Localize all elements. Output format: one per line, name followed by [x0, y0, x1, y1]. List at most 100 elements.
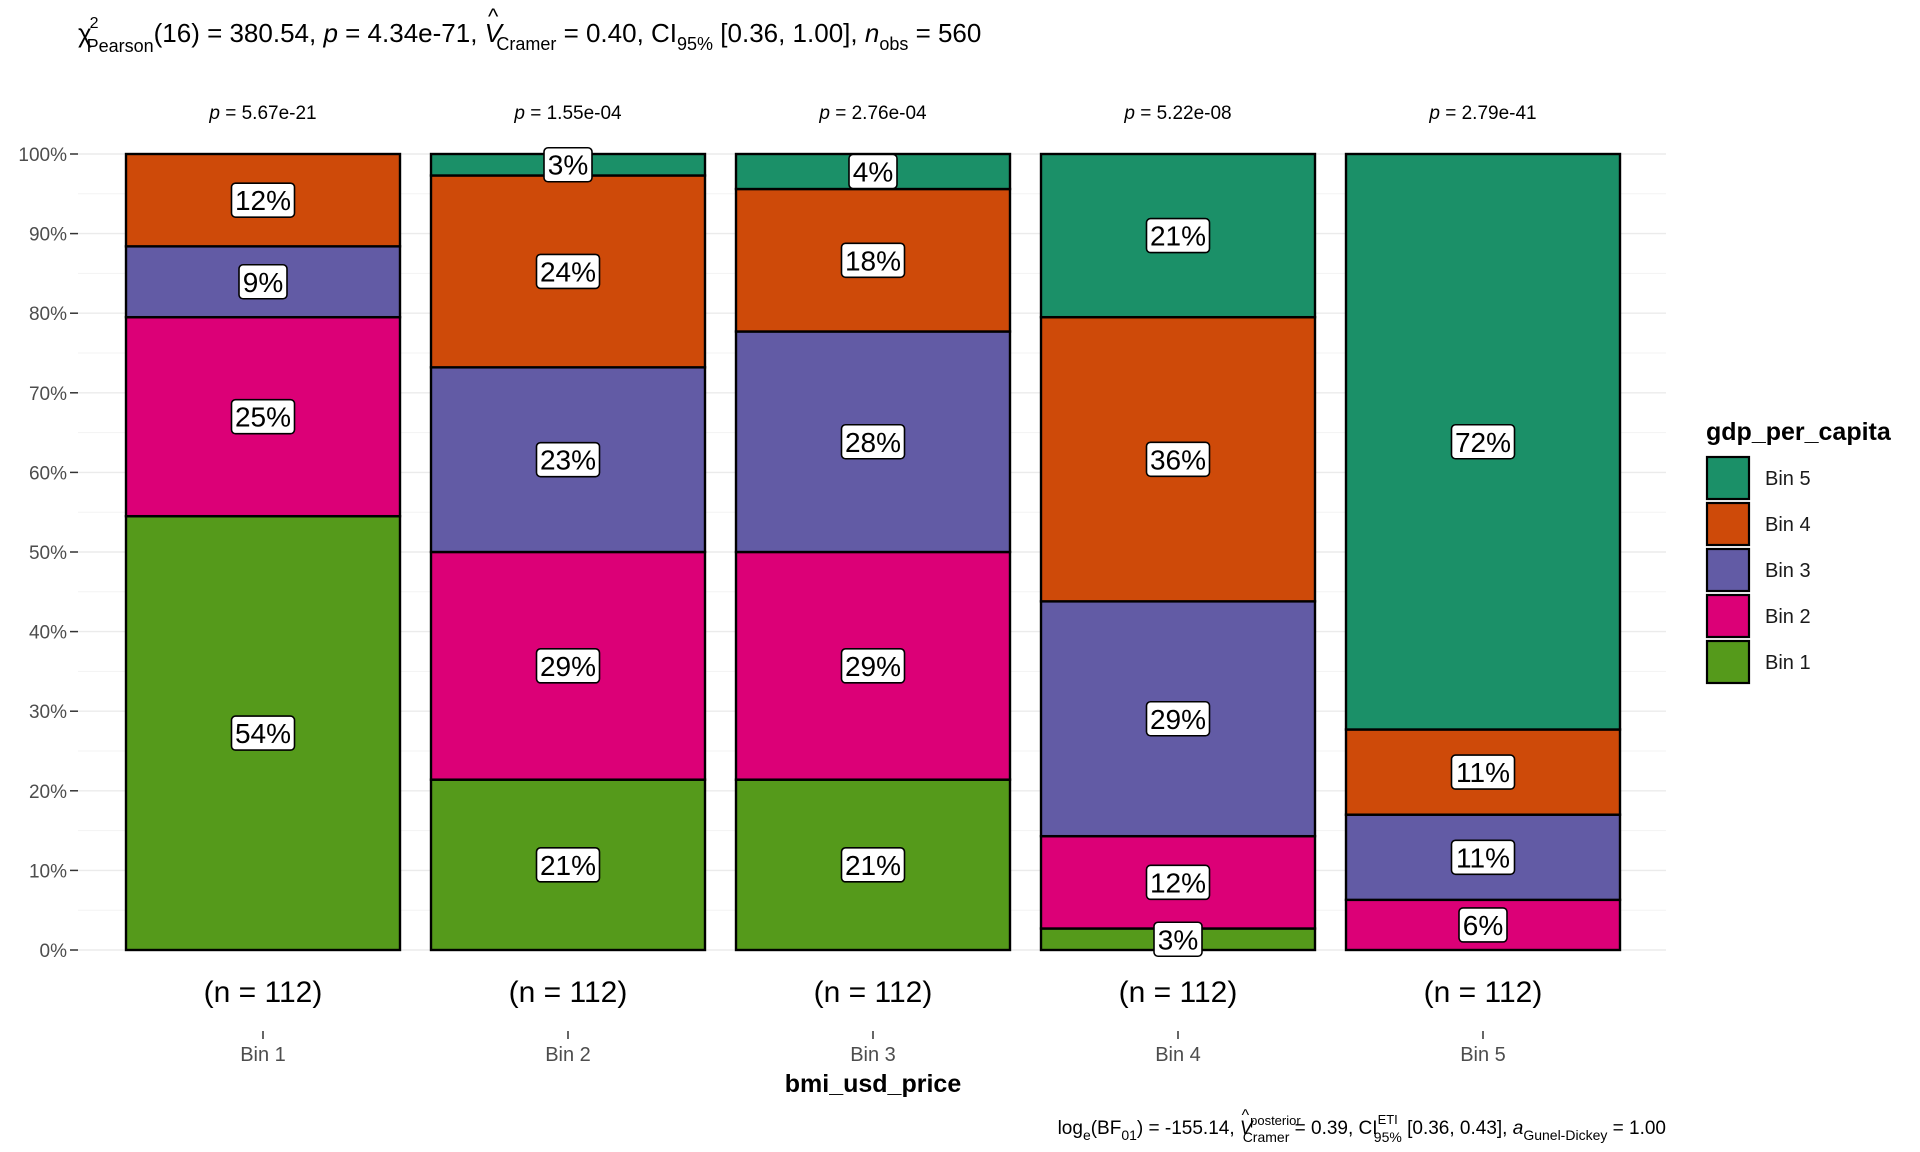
segment-label-box: [1145, 441, 1211, 478]
x-tick-label: Bin 3: [850, 1044, 896, 1066]
y-tick-label: 100%: [18, 145, 67, 166]
subtitle-n-value: = 560: [908, 18, 981, 48]
segment-label-text: 29%: [845, 651, 901, 682]
segment-label-text: 3%: [548, 150, 588, 181]
p-value-label: p = 2.79e-41: [1428, 103, 1536, 124]
segment-label: 72%: [1450, 423, 1516, 460]
n-count-label: (n = 112): [509, 976, 628, 1009]
caption-v-sub: Cramer: [1243, 1129, 1290, 1145]
p-value-symbol: p: [513, 103, 525, 124]
subtitle-p: p: [322, 18, 337, 48]
segment-label: 29%: [840, 648, 906, 684]
caption-v-hat: ^: [1242, 1107, 1250, 1124]
segment-label-box: [230, 715, 296, 751]
segment-label-text: 3%: [1158, 924, 1198, 955]
caption-a-value: = 1.00: [1607, 1118, 1666, 1139]
y-tick-label: 30%: [29, 702, 67, 723]
y-tick-label: 90%: [29, 225, 67, 246]
caption-ci-value: [0.36, 0.43],: [1402, 1118, 1513, 1139]
legend-item: Bin 2: [1705, 593, 1811, 639]
segment-label-text: 54%: [235, 718, 291, 749]
caption-a-sub: Gunel-Dickey: [1523, 1127, 1607, 1143]
subtitle-v-sub: Cramer: [496, 34, 556, 54]
segment-label-box: [535, 253, 601, 290]
x-tick-label: Bin 2: [545, 1044, 591, 1066]
segment-label-text: 11%: [1456, 842, 1510, 873]
p-value-symbol: p: [1428, 103, 1440, 124]
p-value-number: = 2.79e-41: [1440, 103, 1537, 124]
caption-log-sub: e: [1083, 1127, 1091, 1143]
legend-swatch: [1705, 501, 1751, 547]
caption-ci-sup: ETI: [1378, 1112, 1398, 1127]
legend-label: Bin 5: [1765, 468, 1811, 490]
p-value-number: = 5.67e-21: [220, 103, 317, 124]
segment-label: 21%: [535, 847, 601, 883]
n-count-label: (n = 112): [814, 976, 933, 1009]
segment-label-box: [848, 153, 898, 190]
segment-label-box: [1145, 864, 1211, 901]
subtitle-chi-sup: 2: [90, 15, 99, 32]
segment-labels: 54% 25% 9% 12% 21% 29% 23% 24% 3% 21% 29% 28% 18% 4% 3…: [230, 146, 1516, 958]
legend-label: Bin 2: [1765, 606, 1811, 628]
segment-label-text: 28%: [845, 427, 901, 458]
caption-log: log: [1058, 1118, 1083, 1139]
chart-caption: loge(BF01) = -155.14, V^posterior Cramer …: [1058, 1107, 1666, 1145]
caption-ci-sub: 95%: [1374, 1129, 1402, 1145]
segment-label: 11%: [1450, 754, 1516, 790]
segment-label: 28%: [840, 423, 906, 460]
y-tick-label: 0%: [40, 941, 68, 962]
segment-label-text: 23%: [540, 445, 596, 476]
n-count-label: (n = 112): [1424, 976, 1543, 1009]
segment-label: 25%: [230, 398, 296, 435]
segment-label: 18%: [840, 242, 906, 279]
y-tick-label: 60%: [29, 463, 67, 484]
segment-label-box: [1145, 217, 1211, 254]
x-axis-title: bmi_usd_price: [785, 1070, 962, 1098]
legend-swatch: [1705, 455, 1751, 501]
segment-label-box: [535, 847, 601, 883]
segment-label: 21%: [1145, 217, 1211, 254]
segment-label: 23%: [535, 441, 601, 478]
segment-label-box: [230, 182, 296, 218]
legend-label: Bin 3: [1765, 560, 1811, 582]
subtitle-v-hat: ^: [488, 4, 499, 29]
segment-label-text: 36%: [1150, 444, 1206, 475]
segment-label-box: [543, 146, 593, 183]
segment-label: 11%: [1450, 839, 1516, 876]
subtitle-p-value: = 4.34e-71,: [338, 18, 485, 48]
p-value-number: = 2.76e-04: [830, 103, 927, 124]
segment-label-text: 25%: [235, 402, 291, 433]
y-tick-label: 80%: [29, 304, 67, 325]
segment-label: 12%: [230, 182, 296, 218]
segment-label-box: [1458, 907, 1508, 943]
segment-label-text: 29%: [540, 651, 596, 682]
segment-label-box: [238, 263, 288, 300]
caption-v-sup: posterior: [1250, 1113, 1301, 1128]
p-value-symbol: p: [1123, 103, 1135, 124]
p-value-symbol: p: [208, 103, 220, 124]
segment-label-text: 21%: [1150, 221, 1206, 252]
legend-swatch: [1705, 639, 1751, 685]
p-value-symbol: p: [818, 103, 830, 124]
y-tick-label: 40%: [29, 623, 67, 644]
caption-a: a: [1513, 1118, 1524, 1139]
segment-label: 36%: [1145, 441, 1211, 478]
subtitle-v: V: [485, 18, 505, 48]
subtitle-chi: χ: [78, 18, 92, 48]
segment-label: 29%: [535, 648, 601, 684]
segment-label-text: 24%: [540, 256, 596, 287]
segment-label: 29%: [1145, 700, 1211, 737]
p-value-number: = 1.55e-04: [525, 103, 622, 124]
legend-swatch: [1705, 547, 1751, 593]
segment-label-text: 9%: [243, 267, 283, 298]
p-value-number: = 5.22e-08: [1135, 103, 1232, 124]
subtitle-n-sub: obs: [879, 34, 908, 54]
segment-label: 54%: [230, 715, 296, 751]
legend-title: gdp_per_capita: [1706, 418, 1892, 446]
legend: gdp_per_capita Bin 5 Bin 4 Bin 3 Bin 2 Bin 1: [1705, 418, 1892, 685]
segment-label-box: [1450, 839, 1516, 876]
subtitle-ci-sub: 95%: [677, 34, 713, 54]
segment-label-box: [1450, 754, 1516, 790]
segment-label-text: 72%: [1455, 427, 1511, 458]
